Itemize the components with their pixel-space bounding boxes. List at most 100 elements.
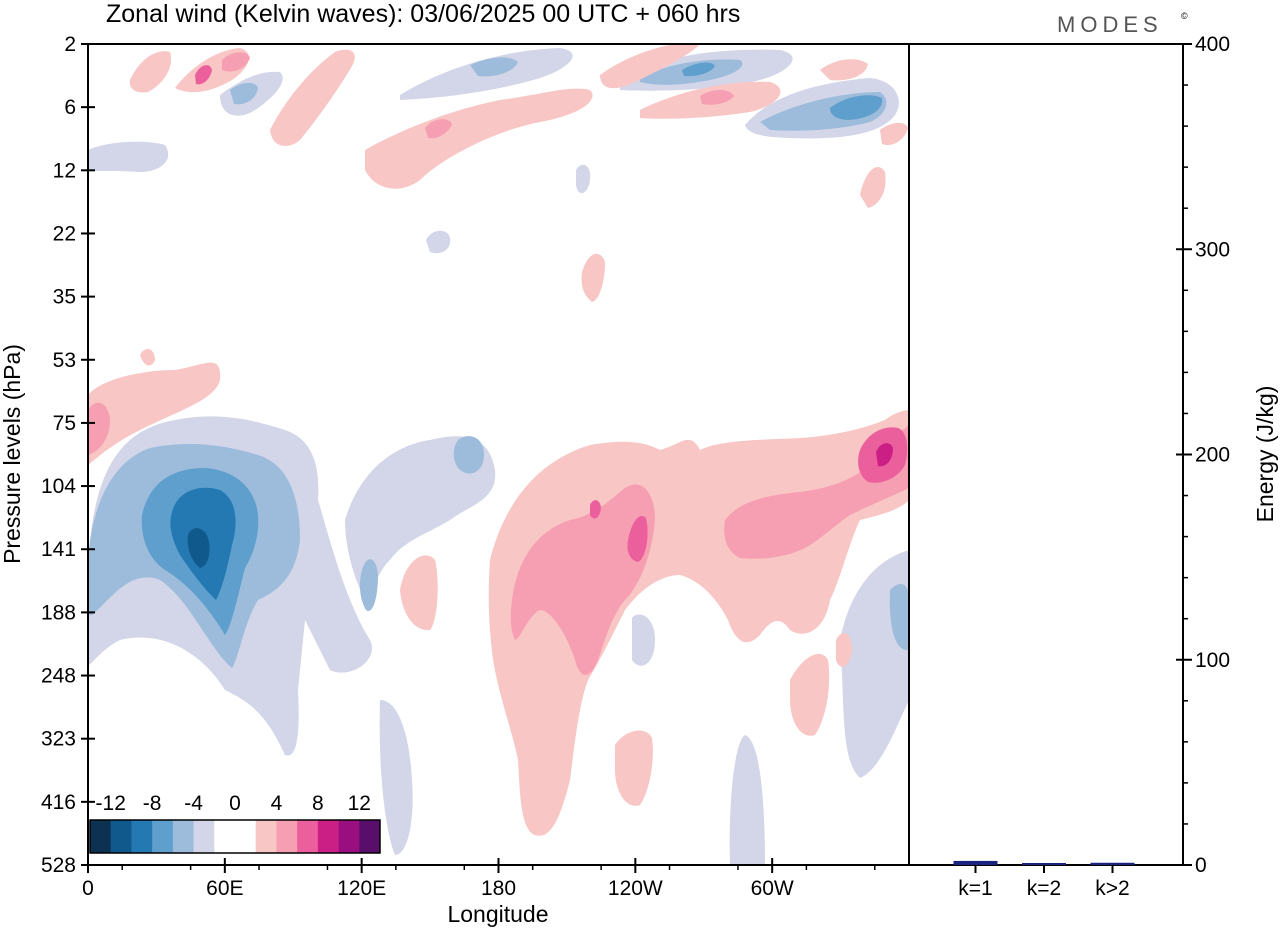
x-tick-label: 120W xyxy=(608,877,663,900)
colorbar-swatch xyxy=(276,820,298,853)
colorbar-swatch xyxy=(193,820,215,853)
negative-anomaly-contour xyxy=(187,528,210,568)
positive-anomaly-contour xyxy=(880,122,908,146)
energy-tick-label: 400 xyxy=(1195,33,1230,56)
modes-logo-mark: © xyxy=(1181,11,1188,21)
colorbar-swatch xyxy=(255,820,277,853)
positive-anomaly-contour xyxy=(836,633,852,667)
y-tick-label: 416 xyxy=(41,791,76,814)
energy-category-label: k=1 xyxy=(958,877,992,900)
energy-bar xyxy=(1022,863,1066,865)
colorbar: -12 -8 -4 0 4 8 12 xyxy=(89,792,381,854)
positive-anomaly-contour xyxy=(88,362,221,465)
colorbar-label: 4 xyxy=(271,792,283,815)
colorbar-swatch xyxy=(214,820,236,853)
positive-anomaly-contour xyxy=(627,516,648,562)
positive-anomaly-contour xyxy=(820,59,868,81)
positive-anomaly-contour xyxy=(425,119,452,139)
colorbar-label: 12 xyxy=(348,792,371,815)
y-tick-label: 6 xyxy=(64,96,76,119)
colorbar-swatch xyxy=(131,820,153,853)
colorbar-swatch xyxy=(110,820,132,853)
negative-anomaly-contour xyxy=(470,57,518,77)
colorbar-swatch xyxy=(338,820,360,853)
energy-bars xyxy=(953,860,1135,865)
energy-x-axis: k=1 k=2 k>2 xyxy=(958,865,1130,900)
colorbar-swatch xyxy=(90,820,112,853)
negative-anomaly-contour xyxy=(682,62,715,77)
x-axis-label: Longitude xyxy=(447,901,548,927)
positive-anomaly-contour xyxy=(615,730,653,806)
x-tick-label: 0 xyxy=(82,877,94,900)
colorbar-label: -12 xyxy=(96,792,126,815)
x-tick-label: 180 xyxy=(481,877,516,900)
positive-anomaly-contour xyxy=(724,425,909,559)
energy-bar xyxy=(953,860,998,865)
negative-anomaly-contour xyxy=(379,700,413,855)
y-tick-label: 104 xyxy=(41,475,76,498)
positive-anomaly-contour xyxy=(790,653,830,736)
positive-anomaly-contour xyxy=(365,88,593,189)
positive-anomaly-contour xyxy=(270,49,355,146)
negative-anomaly-contour xyxy=(889,584,909,651)
colorbar-swatch xyxy=(172,820,195,853)
energy-y-axis: 0 100 200 300 400 xyxy=(1176,33,1230,877)
energy-axis-label: Energy (J/kg) xyxy=(1252,386,1278,523)
x-axis: 0 60E 120E 180 120W 60W xyxy=(82,858,876,900)
energy-panel: 0 100 200 300 400 k=1 k=2 k>2 xyxy=(909,33,1230,900)
x-tick-label: 60E xyxy=(206,877,243,900)
negative-anomaly-contour xyxy=(359,559,378,611)
colorbar-label: -4 xyxy=(184,792,203,815)
positive-anomaly-contour xyxy=(140,348,155,366)
positive-anomaly-contour xyxy=(590,500,601,519)
y-tick-label: 141 xyxy=(41,538,76,561)
y-tick-label: 188 xyxy=(41,601,76,624)
positive-anomaly-contour xyxy=(581,253,605,302)
energy-tick-label: 0 xyxy=(1195,854,1207,877)
y-axis-label: Pressure levels (hPa) xyxy=(0,344,25,564)
y-tick-label: 2 xyxy=(64,33,76,56)
positive-anomaly-contour xyxy=(876,443,893,467)
y-axis: 2 6 12 22 35 53 75 104 141 188 248 323 416 528 xyxy=(41,33,95,877)
x-tick-label: 60W xyxy=(751,877,794,900)
modes-logo: MODES © xyxy=(1057,11,1188,37)
colorbar-swatch xyxy=(297,820,319,853)
negative-anomaly-contour xyxy=(453,436,484,474)
positive-anomaly-contour xyxy=(195,65,212,85)
negative-anomaly-contour xyxy=(88,141,169,172)
positive-anomaly-contour xyxy=(129,51,172,93)
modes-logo-text: MODES xyxy=(1057,12,1163,37)
colorbar-swatch xyxy=(235,820,257,853)
positive-anomaly-contour xyxy=(400,555,438,631)
positive-anomaly-contour xyxy=(860,166,886,208)
y-tick-label: 75 xyxy=(53,412,76,435)
y-tick-label: 323 xyxy=(41,728,76,751)
positive-anomaly-contour xyxy=(222,52,250,72)
positive-anomaly-contour xyxy=(88,402,110,455)
colorbar-label: 0 xyxy=(229,792,241,815)
y-tick-label: 12 xyxy=(53,159,76,182)
energy-tick-label: 200 xyxy=(1195,444,1230,467)
negative-anomaly-contour xyxy=(830,95,883,120)
negative-anomaly-contour xyxy=(576,164,591,194)
energy-tick-label: 300 xyxy=(1195,238,1230,261)
y-tick-label: 528 xyxy=(41,854,76,877)
negative-anomaly-contour xyxy=(632,614,655,666)
chart-title: Zonal wind (Kelvin waves): 03/06/2025 00… xyxy=(106,0,740,28)
y-tick-label: 35 xyxy=(53,286,76,309)
negative-anomaly-contour xyxy=(345,436,496,600)
energy-category-label: k=2 xyxy=(1027,877,1061,900)
negative-anomaly-contour xyxy=(230,82,258,105)
colorbar-swatch xyxy=(359,820,381,853)
energy-bar xyxy=(1090,862,1135,865)
x-tick-label: 120E xyxy=(337,877,386,900)
y-tick-label: 53 xyxy=(53,349,76,372)
y-tick-label: 248 xyxy=(41,665,76,688)
y-tick-label: 22 xyxy=(53,222,76,245)
colorbar-label: -8 xyxy=(143,792,162,815)
negative-anomaly-contour xyxy=(729,735,765,865)
positive-anomaly-contour xyxy=(600,44,700,89)
colorbar-frame xyxy=(89,819,381,854)
heatmap-panel xyxy=(87,43,910,866)
